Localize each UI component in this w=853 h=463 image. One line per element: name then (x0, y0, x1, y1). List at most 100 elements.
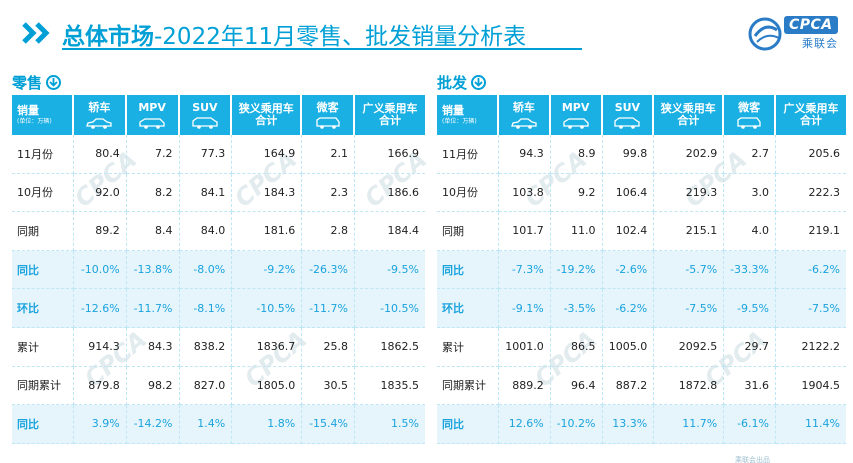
table-cell: 166.9 (355, 135, 425, 174)
sedan-car-icon (86, 117, 113, 129)
table-cell: 184.4 (355, 212, 425, 251)
table-cell: 8.4 (126, 212, 180, 251)
table-row: 同期 89.2 8.4 84.0 181.6 2.8 184.4 (12, 212, 425, 251)
table-cell: 92.0 (74, 173, 127, 213)
table-cell: 887.2 (602, 366, 655, 406)
table-cell: 102.4 (602, 212, 655, 251)
retail-section-title: 零售 (12, 72, 425, 92)
title-underline (62, 48, 582, 50)
table-cell: 12.6% (499, 405, 551, 444)
table-cell: 1.4% (179, 405, 233, 444)
table-cell: -7.5% (654, 289, 725, 328)
table-cell: 11.7% (654, 405, 725, 444)
table-cell: -26.3% (302, 250, 355, 290)
retail-col-mpv: MPV (126, 95, 180, 135)
table-cell: 2092.5 (654, 327, 725, 367)
table-cell: 186.6 (355, 174, 425, 213)
table-cell: -9.5% (355, 250, 425, 290)
table-cell: 205.6 (776, 135, 846, 174)
retail-head-unit: (单位：万辆) (17, 117, 52, 125)
table-cell: 103.8 (499, 173, 551, 213)
table-cell: -6.1% (724, 405, 776, 444)
table-cell: 222.3 (776, 174, 846, 213)
table-cell: 181.6 (232, 212, 303, 251)
table-cell: 2.1 (302, 135, 355, 174)
table-cell: -5.7% (654, 250, 725, 290)
table-cell: 1872.8 (654, 366, 725, 406)
table-cell: 838.2 (179, 327, 233, 367)
wholesale-col-mpv-label: MPV (561, 100, 590, 114)
table-cell: 11.4% (776, 405, 846, 444)
table-row: 环比 -9.1% -3.5% -6.2% -7.5% -9.5% -7.5% (437, 289, 846, 328)
row-label: 11月份 (437, 135, 499, 174)
retail-head-label-cell: 销量 (单位：万辆) (12, 95, 74, 135)
table-cell: 914.3 (74, 327, 127, 367)
row-label: 同期累计 (437, 366, 499, 406)
table-cell: -11.7% (126, 289, 180, 328)
page-header: 总体市场-2022年11月零售、批发销量分析表 CPCA 乘联会 (0, 0, 853, 58)
table-cell: 1805.0 (232, 366, 303, 406)
table-cell: 31.6 (724, 366, 776, 406)
table-cell: -3.5% (550, 289, 603, 328)
table-cell: -10.0% (74, 250, 127, 290)
table-row: 11月份 80.4 7.2 77.3 164.9 2.1 166.9 (12, 135, 425, 174)
table-cell: 1836.7 (232, 327, 303, 367)
arrow-down-circle-icon (46, 74, 62, 90)
table-cell: 1001.0 (499, 327, 551, 367)
table-cell: 2.3 (302, 173, 355, 213)
retail-table: 销量 (单位：万辆) 轿车 MPV SUV 狭义乘用车 合计 微客 广义乘用车 合… (12, 95, 425, 444)
table-cell: 1904.5 (776, 367, 846, 406)
table-cell: 98.2 (126, 366, 180, 406)
retail-col-mpv-label: MPV (138, 100, 166, 114)
table-cell: 2122.2 (776, 328, 846, 367)
row-label: 同期累计 (12, 366, 74, 406)
table-cell: -10.2% (550, 405, 603, 444)
mpv-car-icon (562, 117, 589, 129)
table-cell: 889.2 (499, 366, 551, 406)
page-title-main: 总体市场 (62, 24, 154, 50)
table-cell: 84.3 (126, 327, 180, 367)
table-cell: -13.8% (126, 250, 180, 290)
table-row: 累计 914.3 84.3 838.2 1836.7 25.8 1862.5 (12, 327, 425, 367)
cpca-logo-icon (748, 17, 782, 51)
table-cell: 3.9% (74, 405, 127, 444)
table-cell: -8.1% (179, 289, 233, 328)
table-cell: 13.3% (602, 405, 655, 444)
wholesale-header-row: 销量 (单位：万辆) 轿车 MPV SUV 狭义乘用车 合计 微客 广义乘用车 合… (437, 95, 846, 135)
table-cell: 215.1 (654, 212, 725, 251)
table-cell: -12.6% (74, 289, 127, 328)
table-cell: 89.2 (74, 212, 127, 251)
table-cell: 7.2 (126, 135, 180, 174)
logo-text: CPCA (784, 16, 838, 34)
retail-panel: 零售 销量 (单位：万辆) 轿车 MPV SUV 狭义乘用车 合计 微客 广义乘用… (12, 72, 425, 444)
table-row: 同比 12.6% -10.2% 13.3% 11.7% -6.1% 11.4% (437, 405, 846, 444)
retail-col-microvan-label: 微客 (316, 100, 339, 114)
table-cell: -6.2% (776, 250, 846, 290)
table-cell: 2.8 (302, 212, 355, 251)
table-cell: 11.0 (550, 212, 603, 251)
table-cell: 77.3 (179, 135, 233, 174)
table-cell: -7.5% (776, 289, 846, 328)
retail-title-text: 零售 (12, 73, 43, 92)
microvan-car-icon (315, 116, 340, 129)
wholesale-col-narrow-total: 狭义乘用车 合计 (654, 95, 725, 135)
row-label: 同比 (437, 250, 499, 290)
retail-col-sedan-label: 轿车 (88, 100, 111, 114)
arrow-down-circle-icon (471, 74, 487, 90)
table-cell: 879.8 (74, 366, 127, 406)
table-row: 环比 -12.6% -11.7% -8.1% -10.5% -11.7% -10.5% (12, 289, 425, 328)
footer-note: 乘联会出品 (735, 456, 770, 463)
table-cell: 106.4 (602, 173, 655, 213)
table-cell: -15.4% (302, 405, 355, 444)
retail-col-sedan: 轿车 (74, 95, 127, 135)
table-cell: 94.3 (499, 135, 551, 174)
wholesale-col-microvan: 微客 (724, 95, 776, 135)
table-cell: -9.1% (499, 289, 551, 328)
table-cell: 1.8% (232, 405, 303, 444)
retail-col-broad-total: 广义乘用车 合计 (355, 95, 425, 135)
table-row: 同比 3.9% -14.2% 1.4% 1.8% -15.4% 1.5% (12, 405, 425, 444)
row-label: 环比 (437, 289, 499, 328)
table-cell: 84.0 (179, 212, 233, 251)
table-cell: 184.3 (232, 173, 303, 213)
wholesale-col-mpv: MPV (550, 95, 603, 135)
